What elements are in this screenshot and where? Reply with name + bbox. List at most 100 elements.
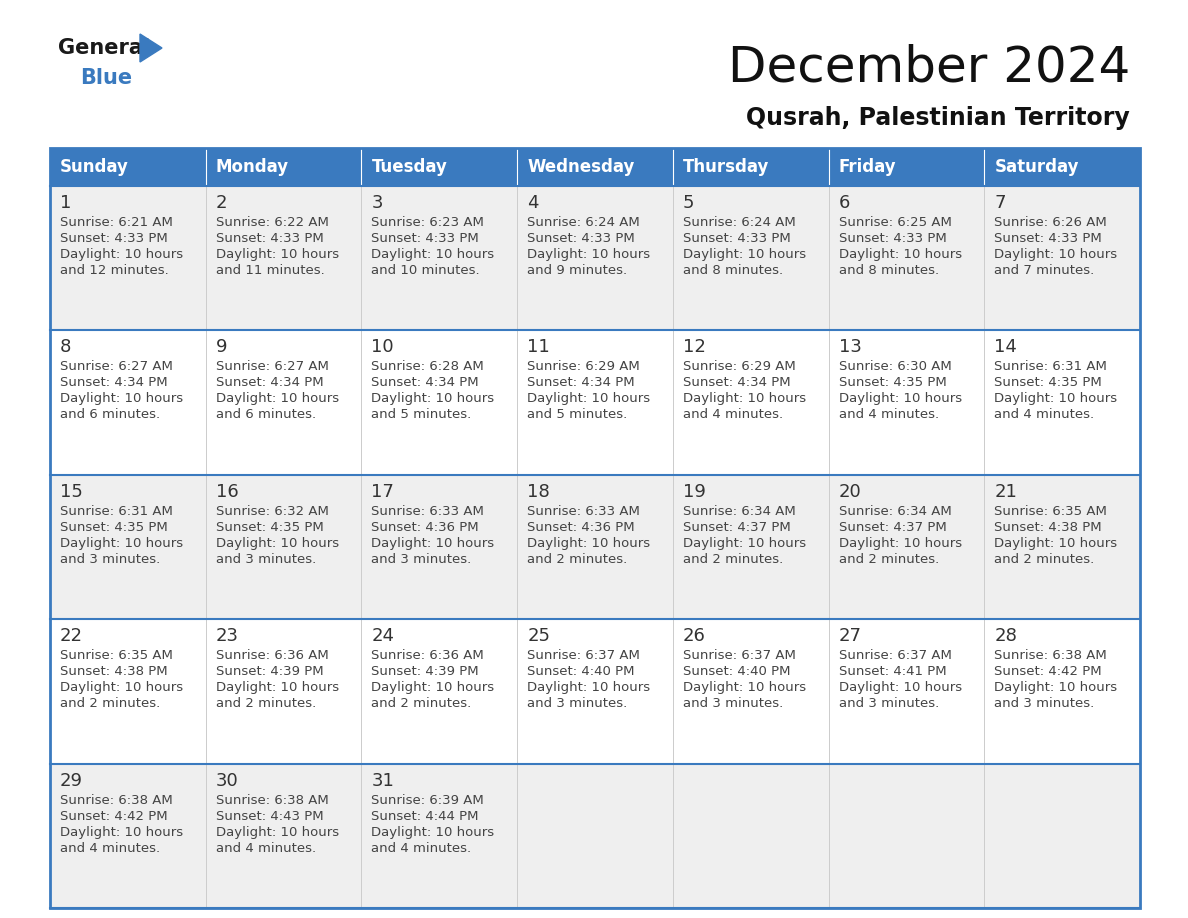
Text: Qusrah, Palestinian Territory: Qusrah, Palestinian Territory bbox=[746, 106, 1130, 130]
Text: Sunrise: 6:27 AM: Sunrise: 6:27 AM bbox=[216, 361, 329, 374]
Text: Daylight: 10 hours: Daylight: 10 hours bbox=[372, 537, 494, 550]
Text: Sunrise: 6:25 AM: Sunrise: 6:25 AM bbox=[839, 216, 952, 229]
Text: and 2 minutes.: and 2 minutes. bbox=[994, 553, 1094, 565]
Text: Sunset: 4:44 PM: Sunset: 4:44 PM bbox=[372, 810, 479, 823]
Text: Daylight: 10 hours: Daylight: 10 hours bbox=[216, 825, 339, 839]
Text: and 3 minutes.: and 3 minutes. bbox=[839, 697, 939, 711]
Text: Sunrise: 6:34 AM: Sunrise: 6:34 AM bbox=[839, 505, 952, 518]
Text: and 2 minutes.: and 2 minutes. bbox=[61, 697, 160, 711]
Bar bbox=[828, 148, 985, 186]
Text: and 5 minutes.: and 5 minutes. bbox=[527, 409, 627, 421]
Text: Sunrise: 6:34 AM: Sunrise: 6:34 AM bbox=[683, 505, 796, 518]
Bar bbox=[517, 186, 672, 330]
Text: Daylight: 10 hours: Daylight: 10 hours bbox=[994, 537, 1118, 550]
Text: 15: 15 bbox=[61, 483, 83, 501]
Text: Daylight: 10 hours: Daylight: 10 hours bbox=[216, 392, 339, 406]
Text: 23: 23 bbox=[216, 627, 239, 645]
Text: December 2024: December 2024 bbox=[728, 44, 1130, 92]
Text: 3: 3 bbox=[372, 194, 383, 212]
Text: Sunrise: 6:22 AM: Sunrise: 6:22 AM bbox=[216, 216, 329, 229]
Text: 9: 9 bbox=[216, 339, 227, 356]
Text: Blue: Blue bbox=[80, 68, 132, 88]
Text: Sunrise: 6:39 AM: Sunrise: 6:39 AM bbox=[372, 793, 485, 807]
Text: Daylight: 10 hours: Daylight: 10 hours bbox=[683, 681, 805, 694]
Text: and 3 minutes.: and 3 minutes. bbox=[372, 553, 472, 565]
Bar bbox=[361, 186, 517, 330]
Bar bbox=[361, 620, 517, 764]
Text: Daylight: 10 hours: Daylight: 10 hours bbox=[61, 537, 183, 550]
Bar bbox=[206, 620, 361, 764]
Bar bbox=[985, 475, 1140, 620]
Text: Sunset: 4:43 PM: Sunset: 4:43 PM bbox=[216, 810, 323, 823]
Text: Sunrise: 6:31 AM: Sunrise: 6:31 AM bbox=[61, 505, 173, 518]
Text: Sunrise: 6:37 AM: Sunrise: 6:37 AM bbox=[527, 649, 640, 662]
Text: Sunset: 4:38 PM: Sunset: 4:38 PM bbox=[994, 521, 1102, 533]
Text: Sunrise: 6:38 AM: Sunrise: 6:38 AM bbox=[61, 793, 172, 807]
Text: and 8 minutes.: and 8 minutes. bbox=[683, 264, 783, 277]
Text: Daylight: 10 hours: Daylight: 10 hours bbox=[372, 248, 494, 261]
Text: 8: 8 bbox=[61, 339, 71, 356]
Text: and 4 minutes.: and 4 minutes. bbox=[61, 842, 160, 855]
Text: 31: 31 bbox=[372, 772, 394, 789]
Text: 13: 13 bbox=[839, 339, 861, 356]
Text: Sunset: 4:36 PM: Sunset: 4:36 PM bbox=[527, 521, 634, 533]
Text: 18: 18 bbox=[527, 483, 550, 501]
Text: Daylight: 10 hours: Daylight: 10 hours bbox=[994, 248, 1118, 261]
Text: Daylight: 10 hours: Daylight: 10 hours bbox=[372, 392, 494, 406]
Text: Sunset: 4:34 PM: Sunset: 4:34 PM bbox=[61, 376, 168, 389]
Text: Sunrise: 6:36 AM: Sunrise: 6:36 AM bbox=[372, 649, 485, 662]
Bar bbox=[361, 475, 517, 620]
Text: and 2 minutes.: and 2 minutes. bbox=[527, 553, 627, 565]
Text: Sunrise: 6:38 AM: Sunrise: 6:38 AM bbox=[216, 793, 328, 807]
Text: Daylight: 10 hours: Daylight: 10 hours bbox=[372, 825, 494, 839]
Text: and 12 minutes.: and 12 minutes. bbox=[61, 264, 169, 277]
Bar bbox=[828, 620, 985, 764]
Text: Daylight: 10 hours: Daylight: 10 hours bbox=[527, 248, 650, 261]
Bar bbox=[672, 764, 828, 908]
Text: 28: 28 bbox=[994, 627, 1017, 645]
Text: Daylight: 10 hours: Daylight: 10 hours bbox=[216, 537, 339, 550]
Bar bbox=[985, 330, 1140, 475]
Text: Saturday: Saturday bbox=[994, 158, 1079, 176]
Bar bbox=[50, 475, 206, 620]
Text: Sunrise: 6:27 AM: Sunrise: 6:27 AM bbox=[61, 361, 173, 374]
Bar bbox=[206, 186, 361, 330]
Text: Tuesday: Tuesday bbox=[372, 158, 448, 176]
Text: Sunset: 4:33 PM: Sunset: 4:33 PM bbox=[61, 232, 168, 245]
Bar bbox=[50, 148, 1140, 908]
Text: Sunrise: 6:37 AM: Sunrise: 6:37 AM bbox=[839, 649, 952, 662]
Text: and 3 minutes.: and 3 minutes. bbox=[216, 553, 316, 565]
Text: Sunrise: 6:32 AM: Sunrise: 6:32 AM bbox=[216, 505, 329, 518]
Text: 21: 21 bbox=[994, 483, 1017, 501]
Bar bbox=[672, 148, 828, 186]
Bar bbox=[672, 186, 828, 330]
Text: and 2 minutes.: and 2 minutes. bbox=[372, 697, 472, 711]
Text: Sunset: 4:39 PM: Sunset: 4:39 PM bbox=[216, 666, 323, 678]
Text: Daylight: 10 hours: Daylight: 10 hours bbox=[372, 681, 494, 694]
Text: Sunset: 4:35 PM: Sunset: 4:35 PM bbox=[994, 376, 1102, 389]
Bar bbox=[828, 475, 985, 620]
Text: Sunset: 4:39 PM: Sunset: 4:39 PM bbox=[372, 666, 479, 678]
Text: 7: 7 bbox=[994, 194, 1006, 212]
Text: 30: 30 bbox=[216, 772, 239, 789]
Text: Daylight: 10 hours: Daylight: 10 hours bbox=[527, 681, 650, 694]
Bar bbox=[517, 148, 672, 186]
Text: 16: 16 bbox=[216, 483, 239, 501]
Text: 19: 19 bbox=[683, 483, 706, 501]
Text: Daylight: 10 hours: Daylight: 10 hours bbox=[527, 537, 650, 550]
Bar bbox=[50, 620, 206, 764]
Text: Sunset: 4:37 PM: Sunset: 4:37 PM bbox=[683, 521, 790, 533]
Text: Sunset: 4:42 PM: Sunset: 4:42 PM bbox=[61, 810, 168, 823]
Text: Sunset: 4:34 PM: Sunset: 4:34 PM bbox=[372, 376, 479, 389]
Text: Daylight: 10 hours: Daylight: 10 hours bbox=[216, 681, 339, 694]
Text: Sunset: 4:33 PM: Sunset: 4:33 PM bbox=[372, 232, 479, 245]
Text: Sunrise: 6:24 AM: Sunrise: 6:24 AM bbox=[527, 216, 640, 229]
Bar bbox=[361, 330, 517, 475]
Text: Sunrise: 6:33 AM: Sunrise: 6:33 AM bbox=[527, 505, 640, 518]
Text: Sunset: 4:40 PM: Sunset: 4:40 PM bbox=[527, 666, 634, 678]
Text: Sunrise: 6:38 AM: Sunrise: 6:38 AM bbox=[994, 649, 1107, 662]
Text: Sunrise: 6:29 AM: Sunrise: 6:29 AM bbox=[683, 361, 796, 374]
Text: Sunset: 4:33 PM: Sunset: 4:33 PM bbox=[216, 232, 323, 245]
Text: Sunrise: 6:23 AM: Sunrise: 6:23 AM bbox=[372, 216, 485, 229]
Text: Daylight: 10 hours: Daylight: 10 hours bbox=[994, 681, 1118, 694]
